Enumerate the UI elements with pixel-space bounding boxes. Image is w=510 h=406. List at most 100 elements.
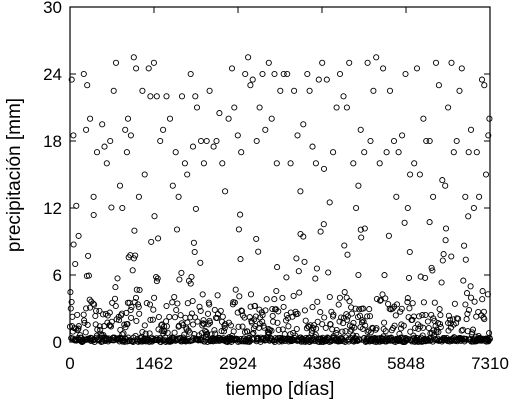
data-point <box>148 238 155 245</box>
data-point <box>252 323 259 330</box>
data-point <box>75 323 82 330</box>
data-point <box>373 54 380 61</box>
data-point <box>82 329 89 336</box>
data-point <box>301 258 308 265</box>
data-point <box>118 310 125 317</box>
data-point <box>199 291 206 298</box>
data-point <box>275 308 282 315</box>
data-point <box>482 171 490 178</box>
data-point <box>191 248 198 256</box>
data-point <box>373 295 380 303</box>
data-point <box>232 286 239 293</box>
data-point <box>274 319 281 326</box>
data-point <box>84 82 91 89</box>
data-point <box>90 211 97 219</box>
data-point <box>393 193 400 200</box>
data-point <box>313 325 320 332</box>
data-point <box>476 193 483 200</box>
data-point <box>178 269 185 276</box>
data-point <box>133 286 140 293</box>
data-point <box>319 59 326 66</box>
data-point <box>166 115 174 122</box>
data-point <box>386 87 394 94</box>
data-point <box>430 193 437 200</box>
data-point <box>431 299 438 306</box>
data-point <box>367 137 374 145</box>
data-point <box>145 65 152 72</box>
data-point <box>484 291 491 298</box>
data-point <box>128 314 135 321</box>
data-point <box>467 126 475 133</box>
data-point <box>301 307 308 314</box>
data-point <box>111 295 119 302</box>
data-point <box>435 82 442 89</box>
data-point <box>132 332 139 339</box>
data-point <box>188 310 195 317</box>
data-point <box>346 298 353 305</box>
data-point <box>335 301 342 308</box>
data-point <box>216 110 223 117</box>
data-point <box>467 294 475 301</box>
data-point <box>67 289 74 296</box>
data-point <box>392 312 399 319</box>
data-point <box>201 338 208 345</box>
data-point <box>177 312 184 319</box>
data-point <box>407 328 414 335</box>
data-point <box>467 283 474 290</box>
data-point <box>228 65 236 72</box>
data-point <box>206 87 213 94</box>
data-point <box>336 70 344 78</box>
data-point <box>214 314 221 322</box>
data-point <box>342 338 349 345</box>
data-point <box>135 193 142 200</box>
data-point <box>296 289 303 296</box>
data-point <box>90 300 97 307</box>
data-point <box>109 299 116 306</box>
data-point <box>129 267 136 274</box>
data-point <box>123 309 130 316</box>
data-point <box>134 301 142 308</box>
data-point <box>417 273 424 280</box>
data-point <box>154 275 161 282</box>
data-point <box>450 149 457 156</box>
data-point <box>419 312 426 319</box>
data-point <box>479 296 486 303</box>
data-point <box>350 160 357 167</box>
data-point <box>141 171 148 178</box>
data-point <box>469 329 476 336</box>
data-point <box>280 303 287 310</box>
data-point <box>458 327 465 334</box>
data-point <box>119 204 126 212</box>
data-point <box>171 314 179 321</box>
data-point <box>420 299 427 306</box>
data-point <box>200 321 207 328</box>
data-point <box>147 93 154 100</box>
data-point <box>87 304 94 311</box>
data-point <box>263 296 270 303</box>
data-point <box>151 294 158 301</box>
data-point <box>423 137 430 145</box>
data-point <box>164 329 171 336</box>
data-point <box>470 204 477 212</box>
data-point <box>203 137 210 145</box>
data-point <box>379 291 386 298</box>
data-point <box>219 160 226 167</box>
data-point <box>81 317 88 324</box>
data-point <box>481 82 488 89</box>
data-point <box>210 143 217 150</box>
data-point <box>433 328 440 336</box>
data-point <box>457 335 464 342</box>
data-point <box>329 326 336 333</box>
data-point <box>411 160 418 167</box>
data-point <box>83 305 90 312</box>
data-point <box>227 322 234 329</box>
data-point <box>317 309 324 316</box>
data-point <box>346 59 353 66</box>
data-point <box>81 319 88 326</box>
data-point <box>169 182 176 189</box>
data-point <box>262 126 269 133</box>
data-point <box>373 325 380 332</box>
data-point <box>370 87 377 94</box>
data-point <box>74 311 81 318</box>
data-point <box>132 252 139 259</box>
